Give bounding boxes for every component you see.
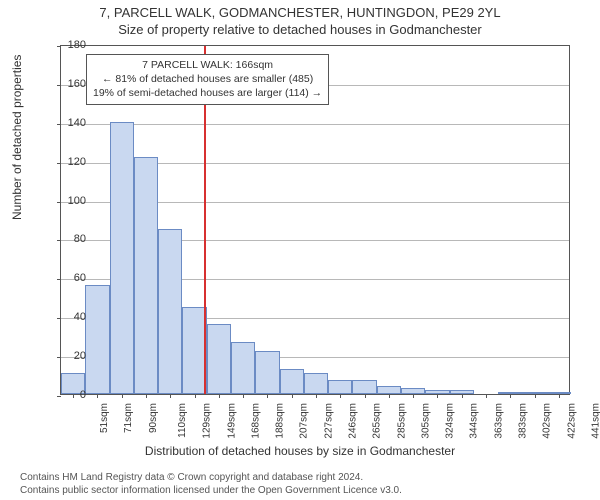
xtick-mark [535,394,536,398]
xtick-label: 383sqm [518,403,529,439]
ytick-label: 100 [46,195,86,207]
xtick-mark [195,394,196,398]
xtick-mark [292,394,293,398]
xtick-label: 110sqm [177,403,188,438]
xtick-mark [97,394,98,398]
xtick-label: 71sqm [123,403,134,433]
xtick-label: 188sqm [275,403,286,439]
xtick-mark [559,394,560,398]
xtick-label: 324sqm [445,403,456,439]
annotation-line-2: ← 81% of detached houses are smaller (48… [93,72,322,86]
annotation-line-1: 7 PARCELL WALK: 166sqm [93,58,322,72]
xtick-label: 363sqm [493,403,504,439]
attribution-line-2: Contains public sector information licen… [20,484,600,497]
attribution-text: Contains HM Land Registry data © Crown c… [0,471,600,497]
xtick-mark [389,394,390,398]
annotation-box: 7 PARCELL WALK: 166sqm ← 81% of detached… [86,54,329,105]
xtick-mark [510,394,511,398]
xtick-label: 90sqm [148,403,159,433]
chart-title-address: 7, PARCELL WALK, GODMANCHESTER, HUNTINGD… [0,5,600,20]
xtick-label: 227sqm [323,403,334,439]
xtick-mark [170,394,171,398]
xtick-mark [146,394,147,398]
histogram-bar [328,380,352,394]
histogram-bar [110,122,134,394]
histogram-bar [304,373,328,394]
xtick-mark [316,394,317,398]
xtick-mark [365,394,366,398]
ytick-label: 140 [46,117,86,129]
attribution-line-1: Contains HM Land Registry data © Crown c… [20,471,600,484]
xtick-label: 265sqm [372,403,383,439]
xtick-label: 207sqm [299,403,310,439]
xtick-label: 402sqm [542,403,553,439]
histogram-bar [280,369,304,394]
histogram-bar [158,229,182,394]
histogram-bar [134,157,158,394]
gridline [61,124,569,125]
xtick-label: 129sqm [202,403,213,439]
ytick-label: 60 [46,272,86,284]
histogram-bar [352,380,376,394]
xtick-mark [243,394,244,398]
histogram-bar [207,324,231,394]
xtick-mark [122,394,123,398]
ytick-label: 0 [46,389,86,401]
chart-container: 7, PARCELL WALK, GODMANCHESTER, HUNTINGD… [0,0,600,500]
histogram-bar [377,386,401,394]
xtick-mark [340,394,341,398]
xtick-label: 149sqm [226,403,237,439]
xtick-label: 344sqm [469,403,480,439]
histogram-bar [255,351,279,394]
xtick-label: 168sqm [250,403,261,439]
ytick-label: 180 [46,39,86,51]
histogram-bar [182,307,206,395]
xtick-label: 441sqm [590,403,600,439]
ytick-label: 120 [46,156,86,168]
xtick-label: 285sqm [396,403,407,439]
chart-subtitle: Size of property relative to detached ho… [0,22,600,37]
x-axis-label: Distribution of detached houses by size … [0,444,600,458]
xtick-label: 246sqm [348,403,359,439]
ytick-label: 20 [46,350,86,362]
ytick-label: 40 [46,311,86,323]
ytick-label: 80 [46,233,86,245]
y-axis-label: Number of detached properties [10,55,24,220]
xtick-mark [437,394,438,398]
xtick-mark [267,394,268,398]
xtick-mark [219,394,220,398]
xtick-label: 305sqm [420,403,431,439]
ytick-label: 160 [46,78,86,90]
xtick-label: 422sqm [566,403,577,439]
xtick-mark [462,394,463,398]
histogram-bar [85,285,109,394]
xtick-label: 51sqm [99,403,110,433]
annotation-line-3: 19% of semi-detached houses are larger (… [93,86,322,100]
plot-area: 7 PARCELL WALK: 166sqm ← 81% of detached… [60,45,570,395]
histogram-bar [231,342,255,395]
xtick-mark [413,394,414,398]
xtick-mark [486,394,487,398]
